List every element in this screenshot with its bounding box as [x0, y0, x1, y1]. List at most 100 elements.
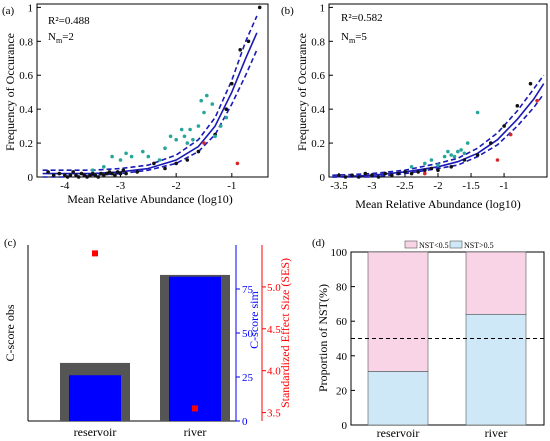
teal-point — [146, 154, 151, 159]
teal-point — [436, 163, 440, 167]
y-axis-label-sim-c: C-score sim — [247, 291, 261, 349]
black-point — [462, 158, 467, 162]
black-point — [152, 161, 156, 166]
x-tick-label: -3 — [367, 180, 377, 192]
teal-point — [465, 141, 470, 145]
ses-tick-label: 4.0 — [267, 366, 281, 378]
legend-swatch-nst-high — [449, 240, 463, 249]
black-point — [337, 173, 341, 178]
black-point — [110, 171, 114, 176]
y-tick-label: 1 — [320, 2, 326, 14]
ses-marker-reservoir — [92, 250, 98, 257]
legend-swatch-nst-low — [404, 240, 418, 249]
black-point — [121, 168, 126, 172]
category-label: reservoir — [74, 425, 117, 439]
y-tick-label: 0.8 — [311, 36, 325, 48]
nm-annotation-b: Nm=5 — [341, 31, 367, 45]
black-point — [246, 39, 251, 44]
nst-low-bar-reservoir — [367, 251, 429, 372]
y-tick-label: 0 — [320, 172, 326, 184]
red-point — [202, 141, 206, 145]
black-point — [74, 173, 78, 178]
fit-line — [332, 83, 545, 178]
teal-point — [118, 158, 123, 162]
r2-annotation-a: R²=0.488 — [48, 15, 90, 27]
black-point — [423, 168, 427, 172]
y-tick-label: 0.4 — [311, 104, 325, 116]
teal-point — [188, 127, 192, 132]
plot-frame-b — [328, 3, 548, 178]
red-point — [508, 132, 513, 137]
teal-point — [141, 149, 145, 154]
ci-lower-line — [332, 93, 545, 178]
y-tick-label: 0.8 — [19, 36, 33, 48]
teal-point — [199, 98, 203, 103]
black-point — [90, 171, 95, 176]
teal-point — [210, 102, 215, 106]
teal-point — [452, 154, 457, 159]
black-point — [475, 153, 480, 157]
black-point — [196, 149, 201, 154]
y-tick-label: 0.2 — [19, 138, 33, 150]
black-point — [185, 158, 190, 162]
panel-label-b: (b) — [281, 5, 294, 17]
teal-point — [191, 137, 195, 142]
x-tick-label: -1 — [499, 180, 508, 192]
black-point — [99, 171, 103, 176]
panel-label-a: (a) — [2, 5, 15, 17]
sim-tick-label: 0 — [242, 416, 248, 428]
sim-bar-river — [169, 276, 221, 421]
black-point — [113, 173, 117, 178]
black-point — [350, 173, 354, 178]
black-point — [135, 170, 139, 174]
r2-annotation-b: R²=0.582 — [341, 12, 383, 24]
sim-bar-reservoir — [69, 375, 121, 421]
black-point — [63, 173, 67, 178]
nm-val-a: =2 — [62, 31, 74, 43]
panel-b: (b) R²=0.582 Nm=5 Mean Relative Abundanc… — [281, 2, 548, 211]
teal-point — [157, 158, 162, 162]
red-point — [495, 158, 500, 162]
teal-point — [129, 154, 134, 159]
black-point — [376, 175, 381, 179]
nm-val-b: =5 — [355, 31, 367, 43]
nm-n-a: N — [48, 31, 56, 43]
y-tick-label: 0.6 — [311, 70, 325, 82]
black-point — [57, 171, 62, 176]
black-point — [429, 166, 434, 171]
teal-point — [456, 149, 460, 154]
teal-point — [446, 149, 450, 154]
black-point — [403, 170, 407, 174]
black-point — [76, 175, 81, 179]
x-tick-label: -3.5 — [330, 180, 348, 192]
black-point — [96, 175, 100, 179]
black-point — [409, 171, 414, 176]
teal-point — [163, 146, 167, 150]
nm-m-a: m — [56, 36, 63, 45]
ses-tick-label: 5.0 — [267, 282, 281, 294]
plot-frame-a — [36, 3, 269, 178]
x-tick-label: -2.5 — [396, 180, 414, 192]
y-tick-label: 0.6 — [19, 70, 33, 82]
legend-label-nst-high: NST>0.5 — [464, 241, 494, 250]
teal-point — [202, 110, 206, 115]
ses-tick-label: 4.5 — [267, 324, 281, 336]
category-label: river — [184, 425, 207, 439]
y-tick-label: 100 — [331, 247, 348, 259]
black-point — [93, 173, 98, 178]
black-point — [46, 170, 50, 174]
y-axis-label-b: Frequency of Occurance — [295, 33, 309, 151]
ses-tick-label: 3.5 — [267, 408, 281, 420]
black-point — [396, 171, 401, 176]
y-axis-label-ses-c: Standardized Effect Size (SES) — [278, 258, 292, 408]
black-point — [79, 171, 84, 176]
black-point — [383, 171, 388, 176]
black-point — [436, 168, 440, 172]
black-point — [51, 173, 56, 178]
teal-point — [179, 127, 184, 132]
y-tick-label: 0.2 — [311, 138, 325, 150]
x-tick-label: -3 — [116, 180, 126, 192]
sim-tick-label: 50 — [242, 328, 254, 340]
red-point — [235, 161, 240, 166]
teal-point — [196, 124, 201, 128]
